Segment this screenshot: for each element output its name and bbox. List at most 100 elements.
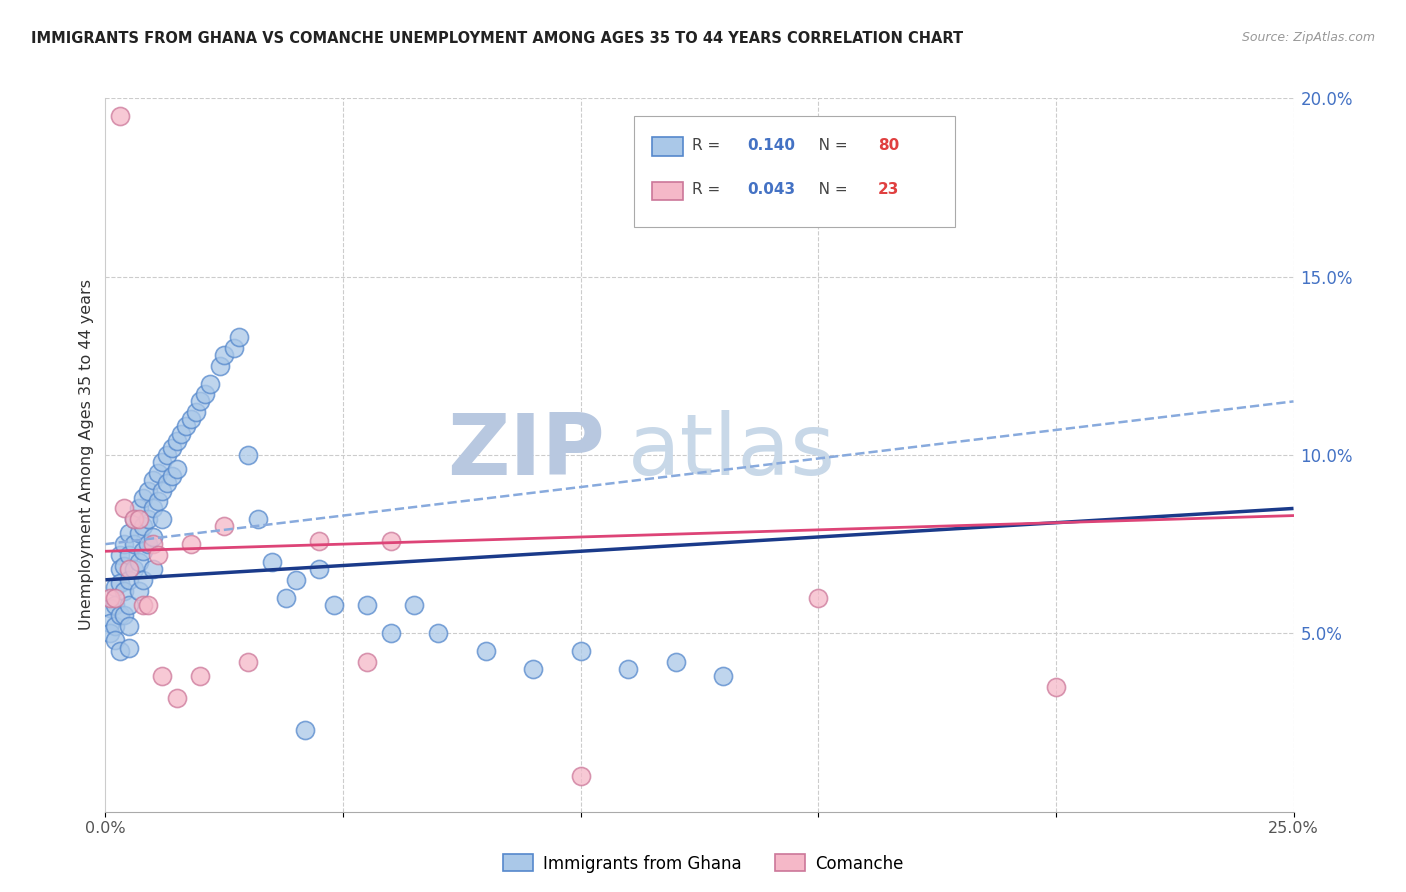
Point bbox=[160, 469, 183, 483]
Text: N =: N = bbox=[804, 137, 852, 153]
Point bbox=[128, 526, 150, 541]
Point bbox=[142, 501, 165, 516]
Point bbox=[114, 608, 136, 623]
Point bbox=[132, 544, 155, 558]
FancyBboxPatch shape bbox=[652, 137, 683, 156]
Point bbox=[122, 512, 145, 526]
Point bbox=[1045, 680, 1067, 694]
Point bbox=[118, 573, 141, 587]
Point bbox=[118, 562, 141, 576]
Point bbox=[236, 448, 259, 462]
Text: atlas: atlas bbox=[628, 409, 837, 493]
Point bbox=[114, 537, 136, 551]
Point bbox=[322, 598, 344, 612]
FancyBboxPatch shape bbox=[652, 182, 683, 200]
Point bbox=[104, 598, 127, 612]
Point bbox=[136, 512, 159, 526]
Point bbox=[404, 598, 426, 612]
Point bbox=[122, 537, 145, 551]
Point bbox=[214, 348, 236, 362]
Text: 0.043: 0.043 bbox=[747, 182, 796, 197]
Point bbox=[380, 533, 402, 548]
Y-axis label: Unemployment Among Ages 35 to 44 years: Unemployment Among Ages 35 to 44 years bbox=[79, 279, 94, 631]
Legend: Immigrants from Ghana, Comanche: Immigrants from Ghana, Comanche bbox=[496, 847, 910, 880]
Point bbox=[118, 548, 141, 562]
Point bbox=[356, 598, 378, 612]
Point bbox=[194, 387, 217, 401]
Point bbox=[108, 644, 131, 658]
Point bbox=[114, 558, 136, 573]
Point bbox=[198, 376, 221, 391]
Point bbox=[222, 341, 245, 355]
Point bbox=[152, 669, 174, 683]
Point bbox=[228, 330, 250, 344]
Point bbox=[118, 598, 141, 612]
Point bbox=[174, 419, 197, 434]
Text: ZIP: ZIP bbox=[447, 409, 605, 493]
Point bbox=[427, 626, 450, 640]
Point bbox=[104, 580, 127, 594]
Point bbox=[114, 583, 136, 598]
Text: 80: 80 bbox=[877, 137, 898, 153]
Point bbox=[190, 669, 212, 683]
Point bbox=[569, 769, 592, 783]
Text: IMMIGRANTS FROM GHANA VS COMANCHE UNEMPLOYMENT AMONG AGES 35 TO 44 YEARS CORRELA: IMMIGRANTS FROM GHANA VS COMANCHE UNEMPL… bbox=[31, 31, 963, 46]
Point bbox=[711, 669, 734, 683]
Point bbox=[152, 483, 174, 498]
Point bbox=[522, 662, 544, 676]
Point bbox=[180, 412, 202, 426]
Point bbox=[156, 476, 179, 491]
Point bbox=[108, 109, 131, 123]
Point bbox=[128, 501, 150, 516]
Point bbox=[114, 501, 136, 516]
Text: 0.140: 0.140 bbox=[747, 137, 794, 153]
Text: R =: R = bbox=[692, 137, 725, 153]
Point bbox=[108, 608, 131, 623]
Point bbox=[146, 466, 169, 480]
Point bbox=[214, 519, 236, 533]
Point bbox=[122, 562, 145, 576]
Point bbox=[146, 548, 169, 562]
Point bbox=[104, 633, 127, 648]
Point bbox=[108, 548, 131, 562]
Point bbox=[132, 519, 155, 533]
Point bbox=[152, 512, 174, 526]
Point bbox=[180, 537, 202, 551]
Point bbox=[170, 426, 193, 441]
Point bbox=[146, 494, 169, 508]
Point bbox=[142, 530, 165, 544]
Text: N =: N = bbox=[804, 182, 852, 197]
Point bbox=[665, 655, 688, 669]
Point bbox=[128, 512, 150, 526]
Point bbox=[142, 473, 165, 487]
Point bbox=[152, 455, 174, 469]
Point bbox=[308, 533, 330, 548]
Point bbox=[190, 394, 212, 409]
Point bbox=[132, 573, 155, 587]
Point bbox=[308, 562, 330, 576]
Point bbox=[98, 601, 121, 615]
Point bbox=[284, 573, 307, 587]
Point bbox=[98, 591, 121, 605]
Text: R =: R = bbox=[692, 182, 725, 197]
Point bbox=[142, 562, 165, 576]
Point bbox=[617, 662, 640, 676]
Point bbox=[136, 483, 159, 498]
Point bbox=[166, 434, 188, 448]
Point bbox=[118, 619, 141, 633]
Point bbox=[98, 626, 121, 640]
Point bbox=[474, 644, 496, 658]
Point bbox=[356, 655, 378, 669]
Point bbox=[294, 723, 316, 737]
Point bbox=[108, 576, 131, 591]
Point bbox=[807, 591, 830, 605]
Point bbox=[166, 462, 188, 476]
Point bbox=[208, 359, 231, 373]
Point bbox=[569, 644, 592, 658]
Text: Source: ZipAtlas.com: Source: ZipAtlas.com bbox=[1241, 31, 1375, 45]
Text: 23: 23 bbox=[877, 182, 898, 197]
Point bbox=[166, 690, 188, 705]
Point bbox=[142, 537, 165, 551]
Point bbox=[260, 555, 283, 569]
Point bbox=[118, 640, 141, 655]
